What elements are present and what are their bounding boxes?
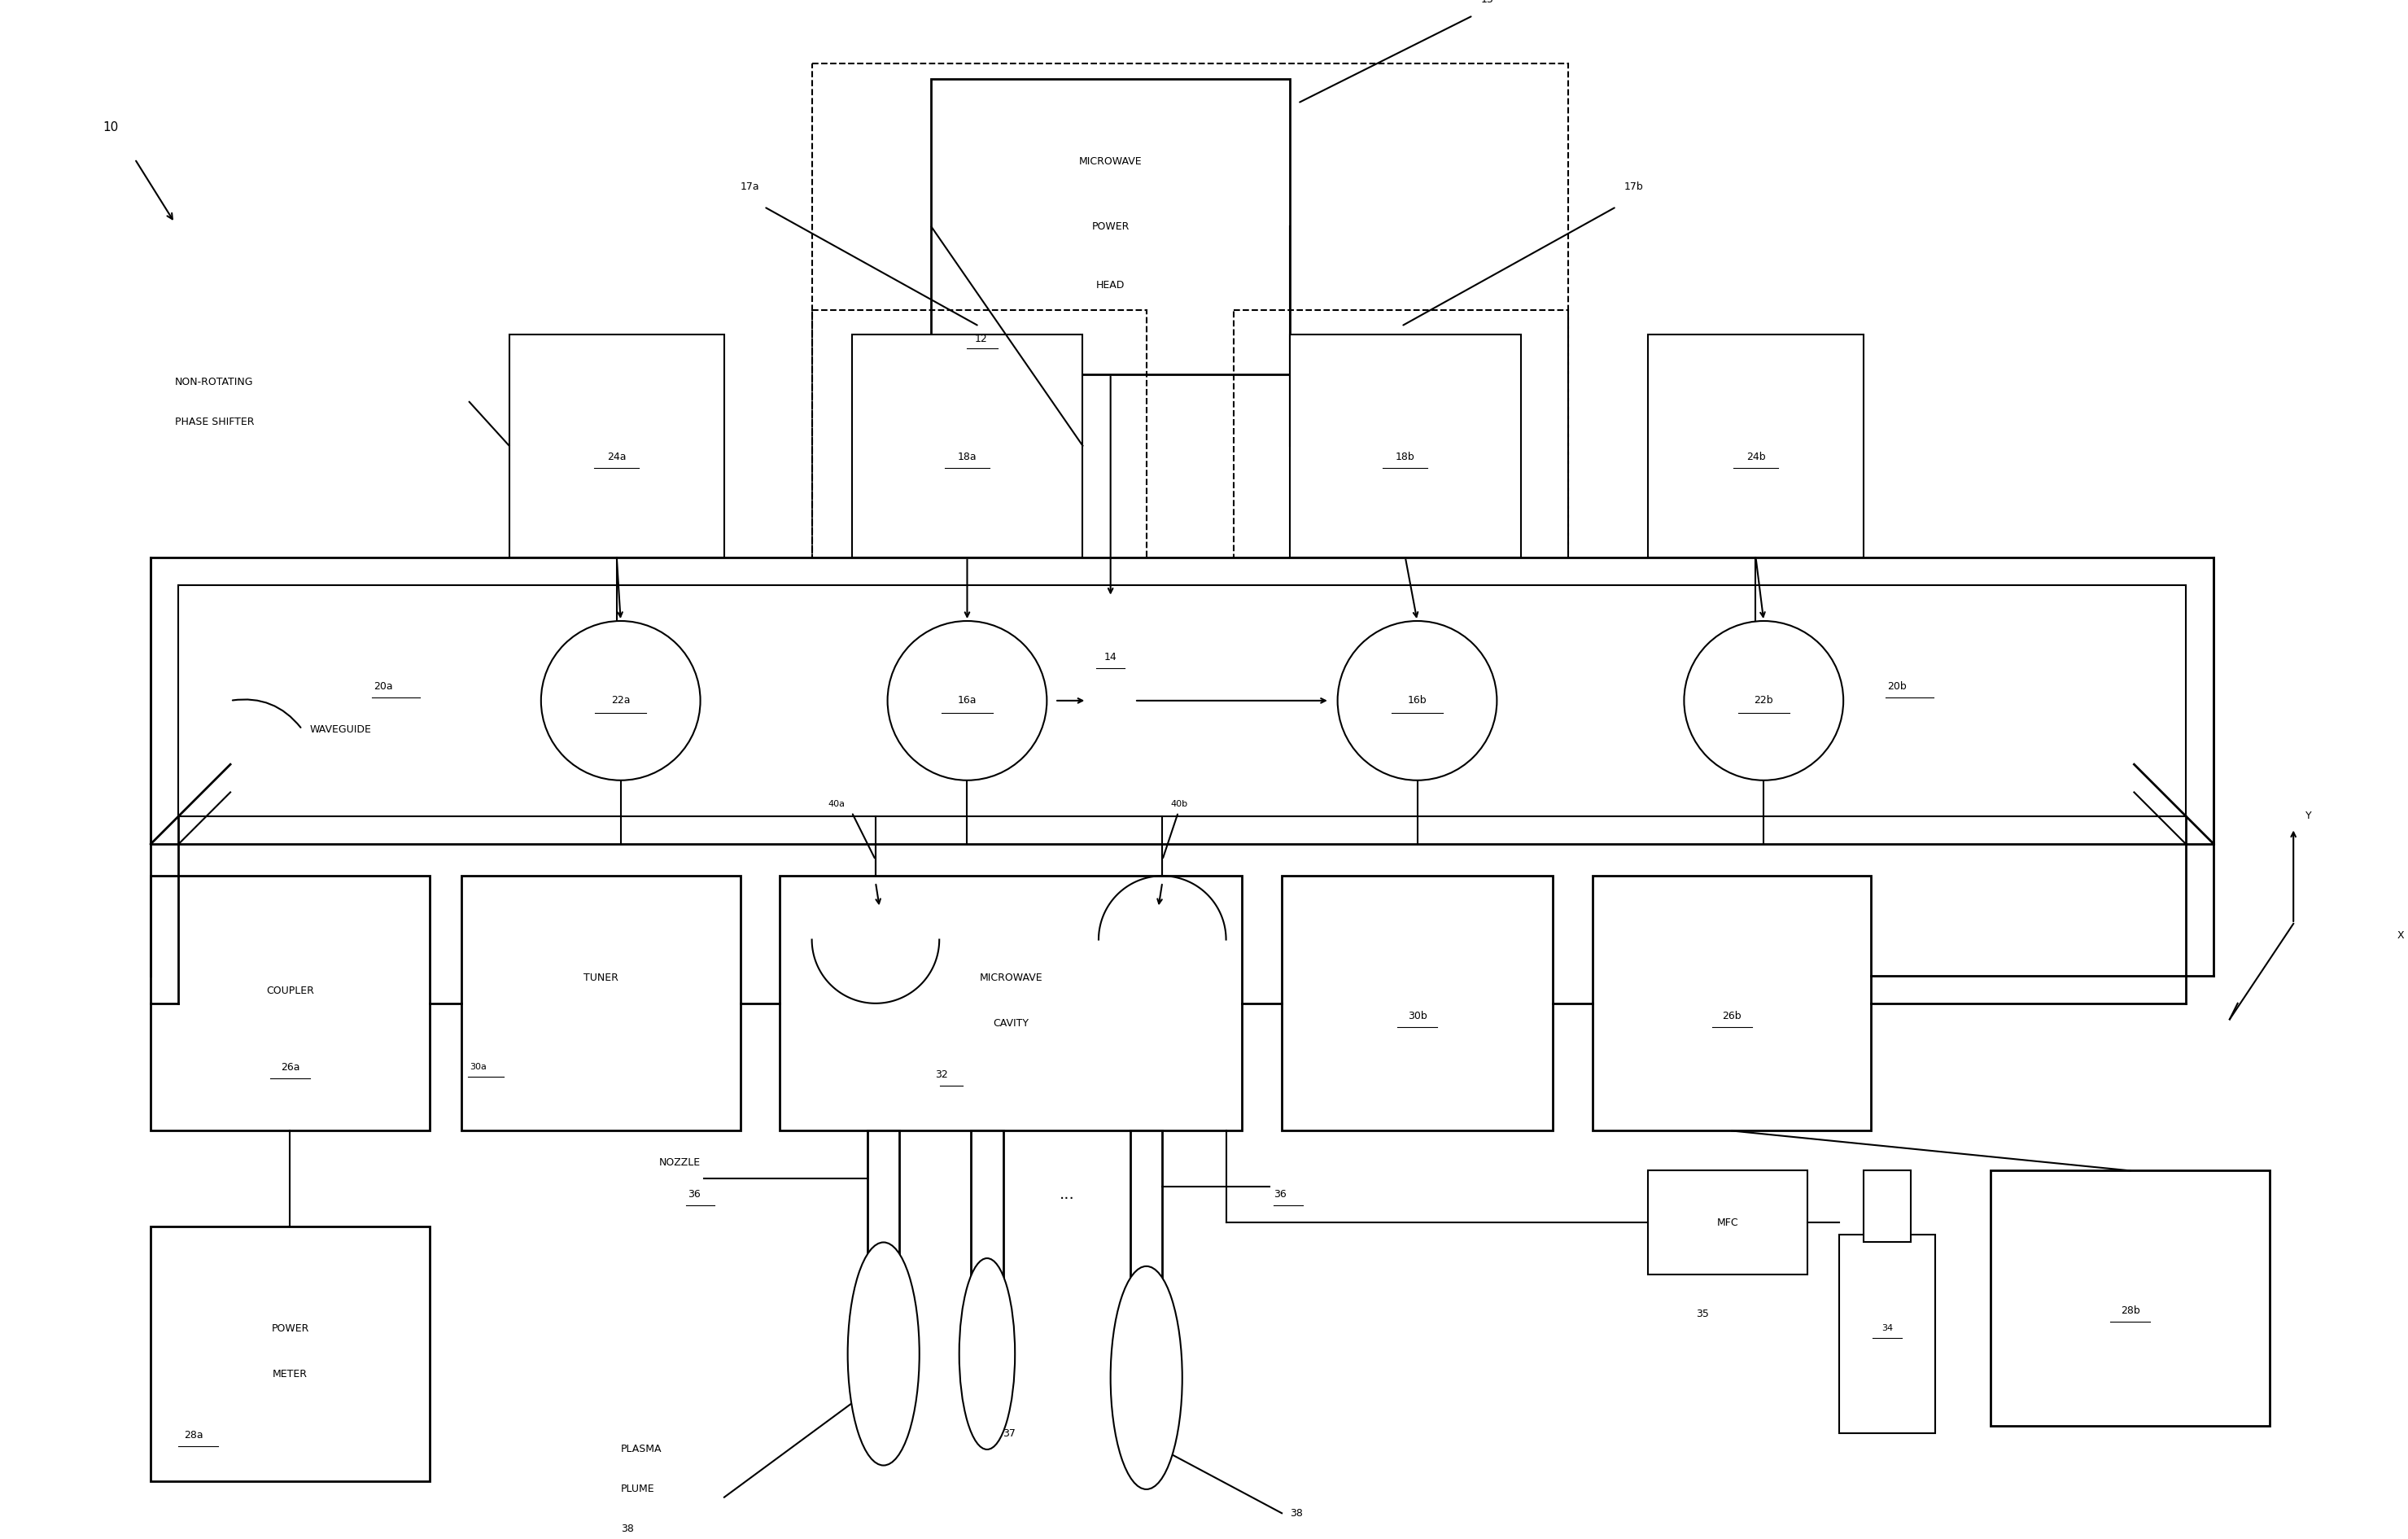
Text: 20b: 20b [1888,680,1907,691]
Text: 10: 10 [104,122,118,134]
Bar [811,63,1568,717]
Text: 36: 36 [1274,1190,1286,1200]
Text: PHASE SHIFTER: PHASE SHIFTER [176,417,253,428]
Text: Y: Y [2304,811,2312,822]
Text: 14: 14 [1105,651,1117,662]
Bar [1592,876,1871,1131]
Bar [1647,334,1864,557]
Circle shape [1336,620,1498,780]
Text: 34: 34 [1881,1324,1893,1333]
Text: 32: 32 [934,1070,949,1080]
Text: POWER: POWER [272,1324,308,1334]
Text: NOZZLE: NOZZLE [660,1157,701,1168]
Text: MICROWAVE: MICROWAVE [1079,157,1141,168]
Bar [1647,1171,1808,1274]
Circle shape [1683,620,1845,780]
Bar [932,80,1291,374]
Text: 18a: 18a [958,451,978,462]
Text: X: X [2396,931,2403,940]
Bar [1991,1171,2268,1425]
Text: 20a: 20a [373,680,393,691]
Text: 26a: 26a [282,1062,299,1073]
Bar [1129,1131,1163,1290]
Text: POWER: POWER [1091,222,1129,232]
Bar [1281,876,1553,1131]
Bar [1291,334,1522,557]
Text: 40b: 40b [1170,800,1187,808]
Text: 30a: 30a [470,1063,486,1071]
Text: METER: METER [272,1370,308,1379]
Ellipse shape [958,1259,1014,1450]
Text: 28a: 28a [183,1430,202,1441]
Bar [508,334,725,557]
Text: HEAD: HEAD [1096,280,1125,291]
Text: 28b: 28b [2121,1305,2141,1316]
Text: 17a: 17a [739,182,759,192]
Text: 36: 36 [689,1190,701,1200]
Text: 22b: 22b [1753,696,1772,706]
Text: 26b: 26b [1722,1011,1741,1022]
Bar [970,1131,1004,1290]
Bar [1840,1234,1936,1433]
Bar [1233,311,1568,717]
Text: 24a: 24a [607,451,626,462]
Text: 38: 38 [621,1524,633,1534]
Text: 30b: 30b [1409,1011,1428,1022]
Text: 35: 35 [1695,1308,1710,1319]
Text: CAVITY: CAVITY [992,1019,1028,1030]
Text: 22a: 22a [612,696,631,706]
Text: 38: 38 [1291,1508,1303,1519]
Bar [811,311,1146,717]
Text: 13: 13 [1481,0,1493,5]
Text: PLASMA: PLASMA [621,1444,662,1454]
Bar [867,1131,901,1290]
Bar [178,585,2186,816]
Bar [152,876,429,1131]
Text: 37: 37 [1004,1428,1016,1439]
Text: 16b: 16b [1409,696,1428,706]
Ellipse shape [1110,1267,1182,1490]
Bar [152,1227,429,1482]
Bar [852,334,1084,557]
Bar [780,876,1243,1131]
Circle shape [889,620,1047,780]
Text: 18b: 18b [1397,451,1416,462]
Ellipse shape [848,1242,920,1465]
Bar [1864,1171,1912,1242]
Text: PLUME: PLUME [621,1484,655,1494]
Text: ...: ... [1060,1187,1074,1202]
Text: NON-ROTATING: NON-ROTATING [176,377,253,388]
Text: 12: 12 [975,334,987,343]
Text: MICROWAVE: MICROWAVE [980,973,1043,983]
Text: 24b: 24b [1746,451,1765,462]
Bar [152,557,2213,843]
Circle shape [542,620,701,780]
Text: MFC: MFC [1717,1217,1739,1228]
Text: 17b: 17b [1625,182,1645,192]
Text: 16a: 16a [958,696,978,706]
Bar [462,876,739,1131]
Text: 40a: 40a [828,800,845,808]
Text: WAVEGUIDE: WAVEGUIDE [311,723,371,734]
Text: TUNER: TUNER [583,973,619,983]
Text: COUPLER: COUPLER [267,985,313,996]
